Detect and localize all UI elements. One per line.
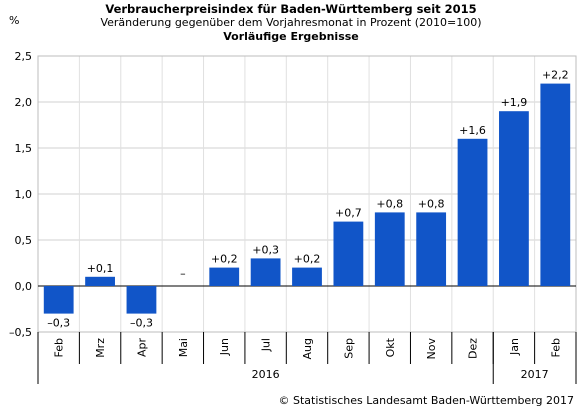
y-tick-label: 0,0 [15,280,33,293]
data-label: +0,3 [252,243,279,256]
bar [126,286,157,314]
bar [85,276,115,286]
plot-frame [37,55,577,333]
y-tick-label: 1,5 [15,142,33,155]
data-label: +1,6 [459,124,486,137]
data-label: – [180,267,186,280]
bar [416,212,447,286]
data-label: +2,2 [542,69,569,82]
x-tick-label: Nov [425,338,438,360]
x-tick-label: Okt [384,337,397,357]
x-tick-label: Feb [53,338,66,357]
data-label: +0,7 [335,207,362,220]
bar [209,267,240,286]
y-tick-label: 0,5 [15,234,33,247]
source-note: © Statistisches Landesamt Baden-Württemb… [278,394,574,407]
y-tick-label: 1,0 [15,188,33,201]
data-label: +1,9 [501,96,528,109]
y-tick-label: 2,5 [15,50,33,63]
x-tick-label: Apr [135,338,148,358]
x-tick-label: Mai [177,338,190,357]
data-label: +0,2 [294,253,321,266]
data-label: –0,3 [47,317,70,330]
x-tick-label: Mrz [94,338,107,358]
x-tick-label: Jul [260,338,273,352]
bar [540,83,571,286]
data-label: +0,1 [87,262,114,275]
bar [499,111,529,286]
bar [292,267,322,286]
x-tick-label: Aug [301,338,314,359]
bar [43,286,74,314]
x-tick-label: Jun [218,338,231,356]
year-label: 2017 [521,368,549,381]
chart-title-block: Verbraucherpreisindex für Baden-Württemb… [0,2,582,44]
x-tick-label: Dez [467,338,480,359]
bar [457,138,488,286]
bar [333,221,364,286]
chart-subtitle-note: Vorläufige Ergebnisse [223,30,359,43]
bar [250,258,281,286]
x-tick-label: Feb [549,338,562,357]
chart-subtitle: Veränderung gegenüber dem Vorjahresmonat… [100,16,482,29]
data-label: +0,2 [211,253,238,266]
x-tick-label: Sep [342,338,355,359]
x-tick-label: Jan [508,338,521,356]
data-label: +0,8 [376,197,403,210]
y-tick-label: 2,0 [15,96,33,109]
y-axis-unit: % [9,14,20,27]
chart-title: Verbraucherpreisindex für Baden-Württemb… [105,2,477,16]
year-label: 2016 [252,368,280,381]
y-tick-label: –0,5 [9,326,32,339]
data-label: –0,3 [130,317,153,330]
bar [374,212,405,286]
data-label: +0,8 [418,197,445,210]
